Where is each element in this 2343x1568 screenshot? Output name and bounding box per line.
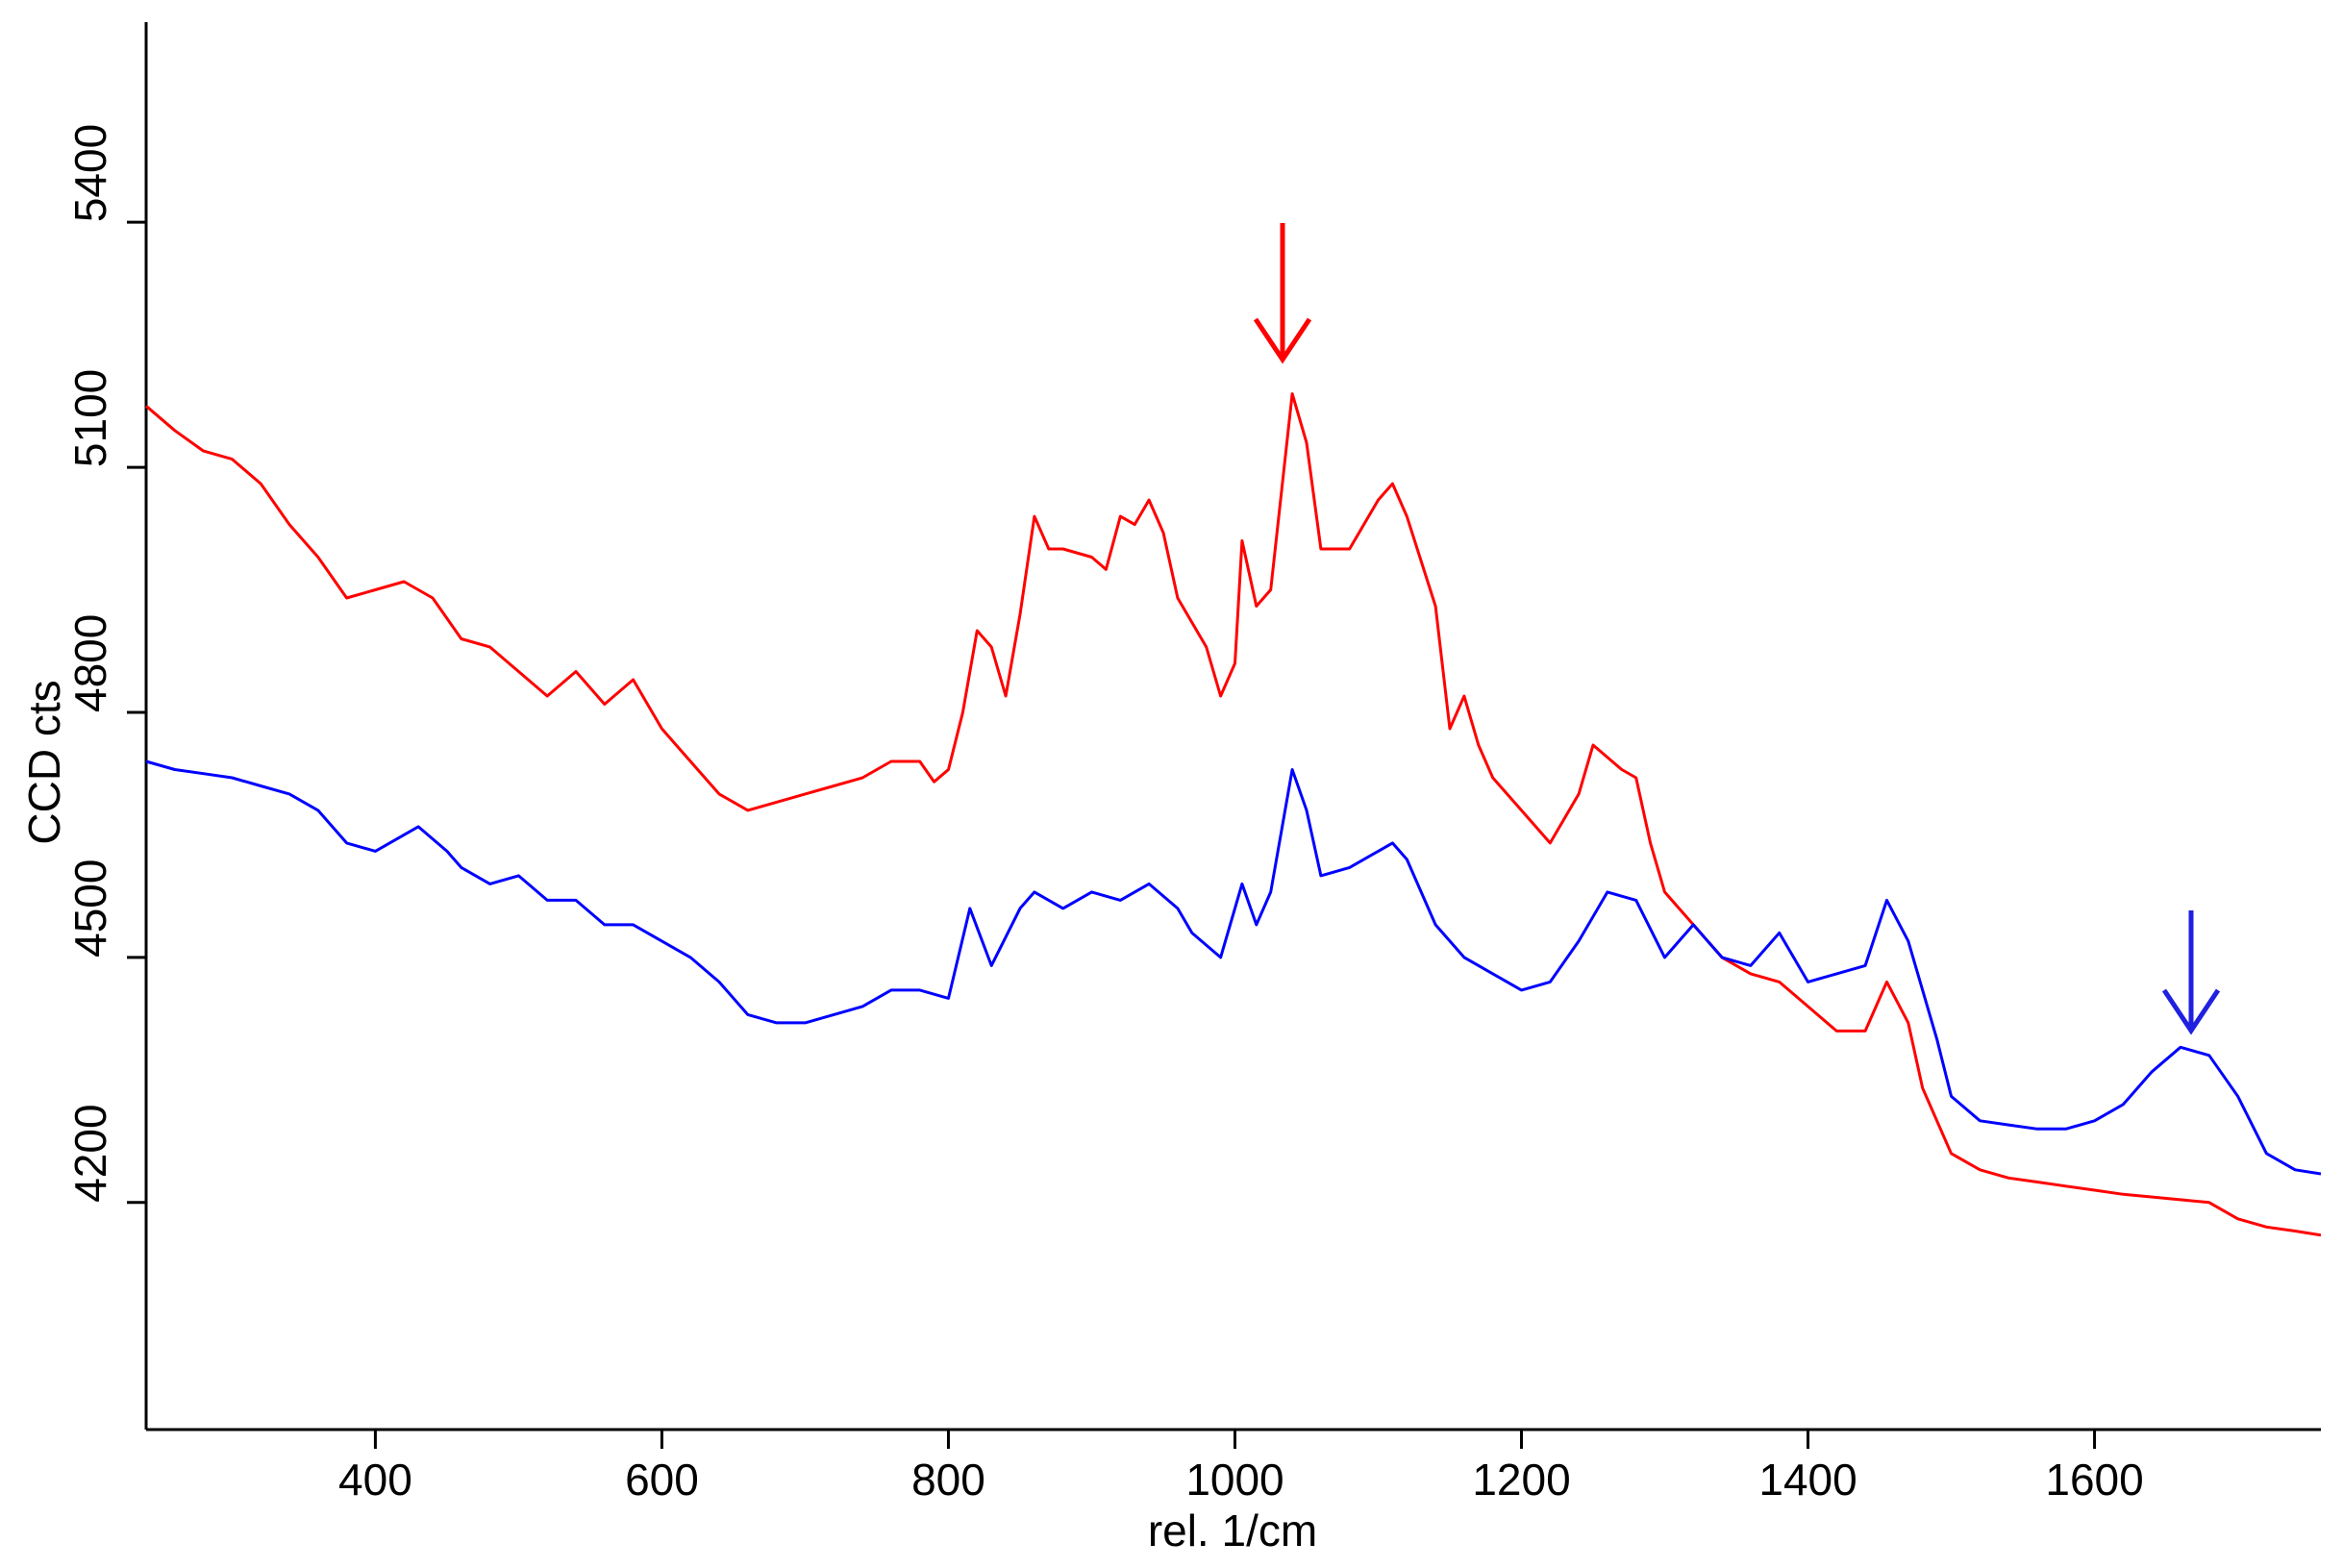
x-tick-label: 1400 <box>1758 1455 1857 1505</box>
x-tick-label: 1000 <box>1185 1455 1284 1505</box>
x-tick-label: 600 <box>625 1455 699 1505</box>
y-tick-label: 4800 <box>65 614 115 712</box>
y-tick-label: 5400 <box>65 124 115 222</box>
y-tick-label: 4500 <box>65 859 115 958</box>
x-axis-label: rel. 1/cm <box>1148 1506 1317 1556</box>
y-axis-label: CCD cts <box>19 680 69 844</box>
red-arrow <box>1253 223 1312 364</box>
y-tick-label: 4200 <box>65 1104 115 1202</box>
x-tick-label: 1600 <box>2045 1455 2143 1505</box>
series-line <box>145 392 2322 1237</box>
series-line <box>145 759 2322 1176</box>
x-tick-label: 400 <box>338 1455 412 1505</box>
x-tick-label: 1200 <box>1472 1455 1570 1505</box>
x-tick-label: 800 <box>911 1455 985 1505</box>
y-tick-label: 5100 <box>65 369 115 467</box>
blue-arrow <box>2161 910 2221 1035</box>
